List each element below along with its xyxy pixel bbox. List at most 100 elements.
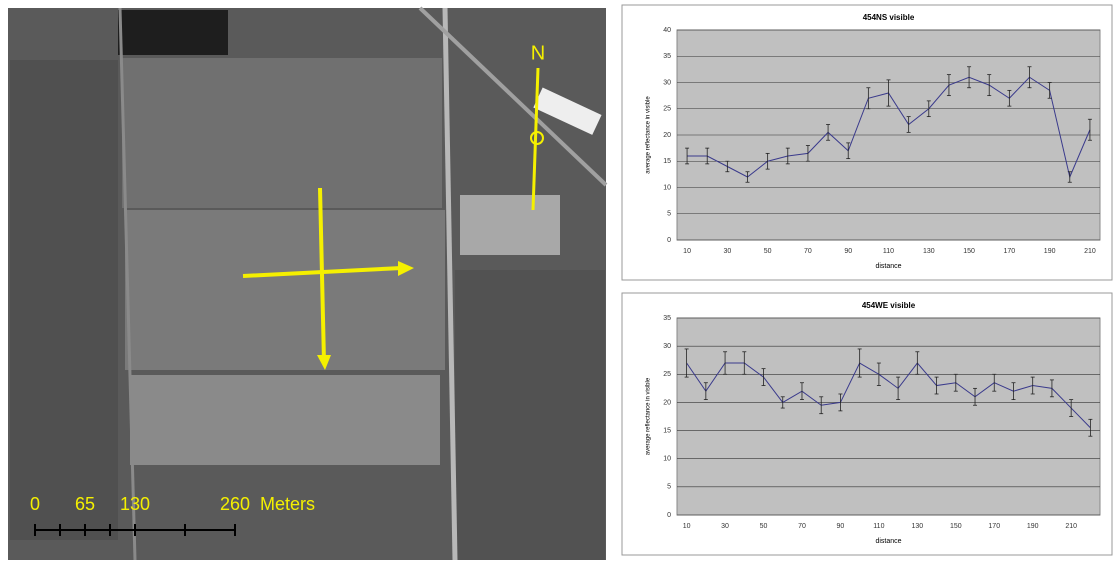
data-line <box>686 362 1091 429</box>
road <box>442 7 458 561</box>
error-bar <box>866 87 871 110</box>
error-bar <box>742 351 747 375</box>
y-tick-label: 25 <box>663 106 671 113</box>
error-bar <box>973 387 978 406</box>
error-bar <box>1007 89 1012 107</box>
y-tick-label: 0 <box>667 237 671 244</box>
building <box>533 87 602 135</box>
field <box>455 270 605 560</box>
error-bar <box>1047 82 1052 99</box>
error-bar <box>805 145 810 162</box>
y-tick-label: 10 <box>663 184 671 191</box>
error-bar <box>1049 379 1054 398</box>
error-bar <box>846 142 851 160</box>
north-label: N <box>531 42 545 64</box>
error-bar <box>799 382 804 401</box>
y-tick-label: 20 <box>663 399 671 406</box>
x-tick-label: 70 <box>804 248 812 255</box>
y-tick-label: 0 <box>667 512 671 519</box>
chart: 454WE visible distance average reflectance… <box>621 292 1113 556</box>
error-bar <box>967 66 972 89</box>
x-tick-label: 210 <box>1084 248 1096 255</box>
error-bar <box>1067 171 1072 183</box>
field <box>118 10 228 55</box>
x-tick-label: 50 <box>764 248 772 255</box>
error-bar <box>876 362 881 386</box>
x-tick-label: 190 <box>1027 523 1039 530</box>
error-bar <box>1088 418 1093 437</box>
x-axis-label: distance <box>875 263 901 270</box>
y-tick-label: 40 <box>663 27 671 34</box>
error-bar <box>906 116 911 133</box>
error-bar <box>826 124 831 141</box>
x-tick-label: 10 <box>683 248 691 255</box>
error-bar <box>946 74 951 97</box>
x-tick-label: 110 <box>883 248 894 255</box>
road <box>418 6 608 187</box>
road <box>118 7 137 561</box>
x-tick-label: 110 <box>873 523 884 530</box>
scale-label: 0 <box>30 494 40 514</box>
x-tick-label: 150 <box>950 523 962 530</box>
scale-label: 65 <box>75 494 95 514</box>
error-bar <box>1069 399 1074 417</box>
arrow-head <box>317 355 331 370</box>
x-tick-label: 10 <box>683 523 691 530</box>
error-bar <box>725 160 730 173</box>
x-tick-label: 170 <box>988 523 1000 530</box>
error-bar <box>1087 118 1092 141</box>
error-bar <box>934 376 939 395</box>
error-bar <box>896 376 901 401</box>
plot-area <box>676 317 1101 516</box>
field <box>122 58 442 208</box>
error-bar <box>857 348 862 378</box>
error-bar <box>745 171 750 183</box>
chart-title: 454NS visible <box>863 13 915 22</box>
chart: 454NS visible distance average reflectance… <box>621 4 1113 281</box>
field <box>10 60 118 540</box>
x-tick-label: 50 <box>760 523 768 530</box>
scale-label: 130 <box>120 494 150 514</box>
y-tick-label: 30 <box>663 343 671 350</box>
field <box>130 375 440 465</box>
transect-ns <box>318 187 326 363</box>
error-bar <box>886 79 891 107</box>
error-bar <box>838 393 843 412</box>
field <box>125 210 445 370</box>
x-tick-label: 210 <box>1065 523 1077 530</box>
x-tick-label: 190 <box>1044 248 1056 255</box>
north-arrow <box>531 67 540 211</box>
y-tick-label: 35 <box>663 315 671 322</box>
y-tick-label: 20 <box>663 132 671 139</box>
y-axis-label: average reflectance in visible <box>646 377 652 455</box>
error-bar <box>953 373 958 392</box>
aerial-image: N Meters 0 65 130 260 <box>8 6 608 561</box>
error-bar <box>723 351 728 375</box>
x-tick-label: 30 <box>721 523 729 530</box>
y-tick-label: 5 <box>667 484 671 491</box>
y-axis-label: average reflectance in visible <box>646 96 652 174</box>
error-bar <box>1027 66 1032 89</box>
error-bar <box>785 147 790 165</box>
x-axis-label: distance <box>875 538 901 545</box>
arrow-head <box>398 261 414 276</box>
x-tick-label: 170 <box>1004 248 1016 255</box>
error-bar <box>703 382 708 401</box>
error-bar <box>915 351 920 375</box>
field <box>460 195 560 255</box>
y-tick-label: 15 <box>663 427 671 434</box>
x-tick-label: 150 <box>963 248 975 255</box>
scale-unit: Meters <box>260 494 315 514</box>
error-bar <box>780 396 785 409</box>
x-tick-label: 70 <box>798 523 806 530</box>
scale-bar: Meters 0 65 130 260 <box>30 494 315 536</box>
north-arrow <box>530 131 544 145</box>
error-bar <box>761 368 766 386</box>
x-tick-label: 130 <box>923 248 935 255</box>
scale-label: 260 <box>220 494 250 514</box>
x-tick-label: 30 <box>723 248 731 255</box>
x-tick-label: 130 <box>911 523 923 530</box>
error-bar <box>926 100 931 118</box>
